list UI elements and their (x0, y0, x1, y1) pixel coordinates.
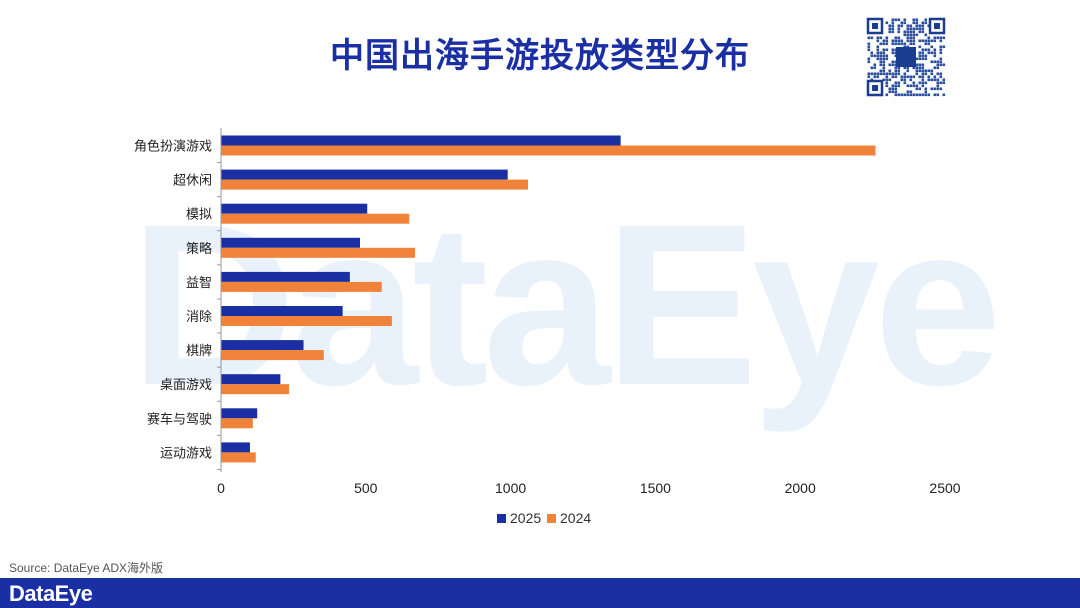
legend-label-2024: 2024 (560, 510, 591, 526)
footer-logo: DataEye (9, 581, 93, 606)
legend-label-2025: 2025 (510, 510, 541, 526)
bar-2025-4 (221, 271, 350, 282)
bar-2024-4 (221, 281, 382, 292)
page-title: 中国出海手游投放类型分布 (330, 36, 750, 76)
category-label: 益智 (186, 276, 212, 291)
bar-2024-2 (221, 213, 410, 224)
bar-2025-6 (221, 340, 304, 351)
category-label: 角色扮演游戏 (134, 139, 212, 155)
legend-swatch-2024 (547, 514, 556, 523)
category-label: 桌面游戏 (160, 378, 212, 393)
bar-2024-9 (221, 452, 256, 463)
legend-swatch-2025 (497, 514, 506, 523)
bar-2025-3 (221, 237, 361, 248)
x-tick-label: 0 (217, 480, 225, 496)
bar-2025-7 (221, 374, 281, 385)
category-label: 超休闲 (173, 174, 212, 189)
qr-center-logo (896, 47, 916, 67)
x-tick-label: 500 (354, 480, 378, 496)
bar-2025-9 (221, 442, 250, 453)
x-tick-label: 1500 (640, 480, 671, 496)
bar-2024-5 (221, 316, 392, 326)
category-label: 运动游戏 (160, 446, 212, 461)
bar-2024-6 (221, 350, 324, 361)
bar-2024-3 (221, 247, 416, 258)
legend: 2025 2024 (497, 510, 591, 526)
bar-2024-8 (221, 418, 253, 429)
bar-2024-0 (221, 145, 876, 156)
category-label: 模拟 (186, 208, 212, 223)
bar-2024-1 (221, 179, 528, 190)
bar-2024-7 (221, 384, 290, 395)
x-tick-label: 2000 (785, 480, 816, 496)
category-label: 消除 (186, 310, 212, 325)
qr-code (866, 17, 946, 97)
bar-2025-1 (221, 169, 508, 180)
x-tick-label: 1000 (495, 480, 526, 496)
category-label: 棋牌 (186, 343, 212, 359)
bar-2025-2 (221, 203, 368, 214)
x-tick-label: 2500 (929, 480, 960, 496)
source-note: Source: DataEye ADX海外版 (9, 561, 164, 575)
category-label: 策略 (186, 241, 212, 257)
bar-2025-8 (221, 408, 258, 419)
bar-2025-5 (221, 306, 343, 316)
bar-2025-0 (221, 135, 621, 146)
footer-bar (0, 578, 1080, 608)
category-label: 赛车与驾驶 (147, 411, 212, 427)
